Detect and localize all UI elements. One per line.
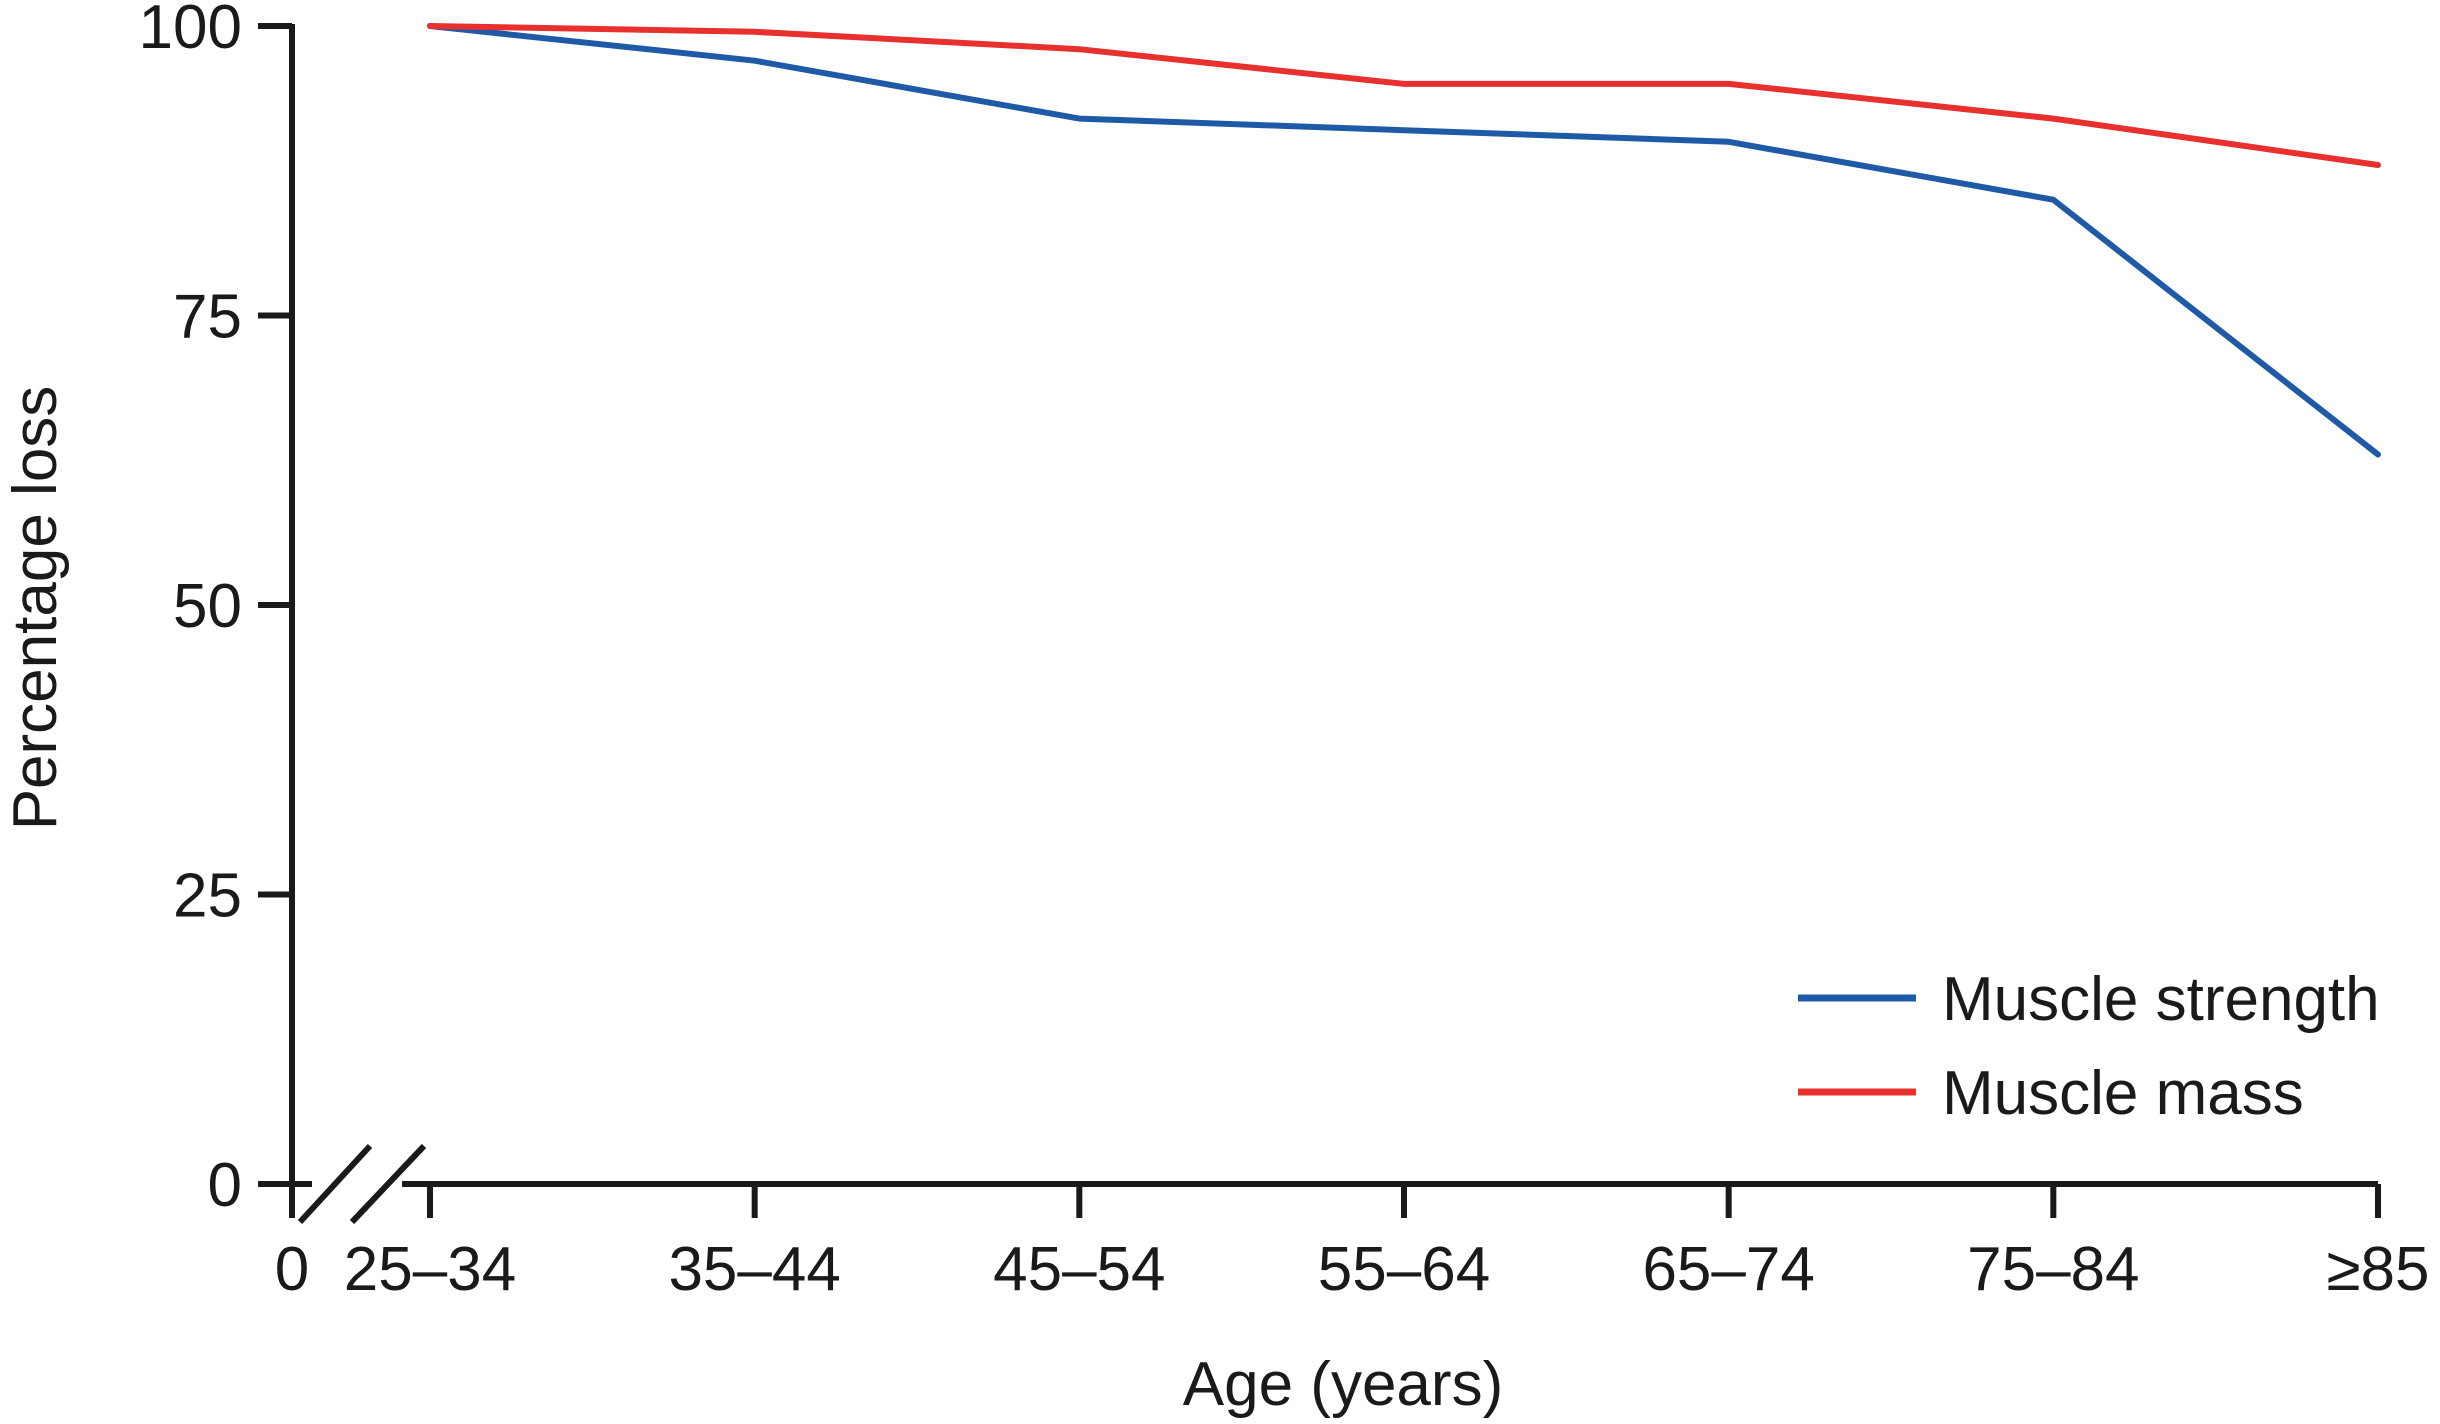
y-tick-label: 75 [173, 283, 242, 352]
series-lines [427, 23, 2381, 458]
series-line-muscle-strength [427, 23, 2381, 458]
legend-label: Muscle strength [1942, 965, 2380, 1034]
x-tick-label: 55–64 [1318, 1235, 1490, 1304]
y-tick-label: 50 [173, 572, 242, 641]
x-origin-label: 0 [275, 1235, 309, 1304]
x-tick-label: 35–44 [668, 1235, 840, 1304]
axes: 0 25 50 75 100 0 25–34 35–44 45–54 55–64 65–74 75–8… [139, 0, 2430, 1304]
legend: Muscle strength Muscle mass [1798, 965, 2380, 1128]
y-axis-title: Percentage loss [1, 386, 70, 831]
x-axis-title: Age (years) [1183, 1350, 1503, 1419]
y-tick-label: 25 [173, 862, 242, 931]
x-tick-label: ≥85 [2327, 1235, 2430, 1304]
y-tick-label: 0 [208, 1151, 242, 1220]
x-tick-label: 25–34 [344, 1235, 516, 1304]
x-tick-label: 65–74 [1642, 1235, 1814, 1304]
series-line-muscle-mass [427, 23, 2381, 168]
x-tick-label: 45–54 [993, 1235, 1165, 1304]
y-tick-label: 100 [139, 0, 242, 62]
axis-break-mark-right [349, 1143, 427, 1225]
x-tick-label: 75–84 [1967, 1235, 2139, 1304]
legend-label: Muscle mass [1942, 1059, 2304, 1128]
axis-break-mark-left [297, 1143, 373, 1225]
